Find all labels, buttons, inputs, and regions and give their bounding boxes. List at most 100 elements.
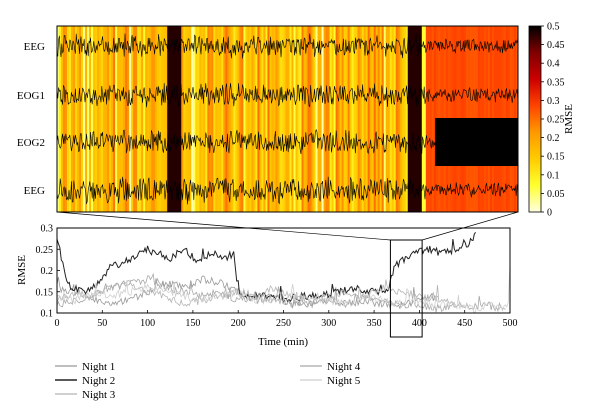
heatmap-cell: [143, 26, 146, 212]
heatmap-cell: [393, 26, 397, 212]
heatmap-cell: [135, 26, 138, 212]
heatmap-cell: [309, 26, 312, 212]
heatmap-cell: [179, 26, 182, 212]
heatmap-cell: [423, 26, 427, 212]
heatmap-cell: [377, 26, 381, 212]
heatmap-cell: [297, 26, 300, 212]
colorbar-ticks: 0 0.05 0.1 0.15 0.2 0.25 0.3 0.35 0.4 0.45 0.5: [541, 22, 565, 219]
heatmap-cell: [207, 26, 210, 212]
heatmap-cell: [61, 26, 64, 212]
heatmap-cell: [329, 26, 332, 212]
heatmap-cell: [169, 26, 172, 212]
colorbar-tick-label: 0: [547, 208, 552, 219]
heatmap-cell: [419, 26, 423, 212]
colorbar-tick-label: 0.45: [547, 40, 565, 51]
colorbar-tick-label: 0.1: [547, 170, 560, 181]
colorbar-tick-label: 0.3: [547, 96, 560, 107]
legend-label: Night 2: [82, 375, 115, 387]
colorbar-label: RMSE: [563, 104, 575, 134]
heatmap-cell: [375, 26, 379, 212]
heatmap-cell: [415, 26, 419, 212]
heatmap-cell: [71, 26, 74, 212]
heatmap-cell: [193, 26, 196, 212]
colorbar-tick-label: 0.2: [547, 133, 560, 144]
heatmap-cell: [269, 26, 272, 212]
heatmap-cell: [301, 26, 304, 212]
heatmap-cell: [247, 26, 250, 212]
colorbar-scale: [528, 25, 542, 213]
heatmap-cell: [245, 26, 248, 212]
heatmap-cell: [261, 26, 264, 212]
heatmap-cell: [363, 26, 367, 212]
heatmap-cell: [241, 26, 244, 212]
heatmap-cell: [303, 26, 306, 212]
heatmap-cell: [277, 26, 280, 212]
heatmap-cell: [157, 26, 160, 212]
heatmap-cell: [359, 26, 363, 212]
heatmap-cell: [421, 26, 425, 212]
heatmap-cell: [259, 26, 262, 212]
signal-traces: [56, 33, 519, 205]
heatmap-cell: [197, 26, 200, 212]
channel-label: EEG: [24, 185, 45, 197]
heatmap-cell: [403, 26, 407, 212]
heatmap-cell: [257, 26, 260, 212]
channel-label: EOG2: [17, 137, 45, 149]
heatmap-cell: [373, 26, 377, 212]
heatmap-cell: [123, 26, 126, 212]
colorbar: 0 0.05 0.1 0.15 0.2 0.25 0.3 0.35 0.4 0.45 0.5 RMS…: [528, 22, 575, 219]
heatmap-cell: [417, 26, 421, 212]
heatmap-cell: [225, 26, 228, 212]
heatmap-cell: [91, 26, 94, 212]
heatmap-cell: [105, 26, 108, 212]
signal-trace: [56, 83, 519, 108]
heatmap-cell: [299, 26, 302, 212]
channel-label: EEG: [24, 41, 45, 53]
heatmap-cell: [167, 26, 170, 212]
legend-label: Night 1: [82, 361, 115, 373]
y-tick-label: 0.2: [41, 266, 54, 277]
heatmap-cell: [137, 26, 140, 212]
y-tick-label: 0.3: [41, 224, 54, 235]
heatmap-cell: [407, 26, 411, 212]
heatmap-cell: [195, 26, 198, 212]
heatmap-cell: [327, 26, 330, 212]
heatmap-cell: [57, 26, 60, 212]
heatmap-cell: [209, 26, 212, 212]
heatmap-cell: [287, 26, 290, 212]
x-tick-label: 50: [97, 318, 107, 329]
x-tick-label: 200: [231, 318, 246, 329]
heatmap-cell: [323, 26, 326, 212]
heatmap-cell: [151, 26, 154, 212]
legend: Night 1 Night 2 Night 3 Night 4 Night 5: [55, 361, 361, 401]
heatmap-cell: [181, 26, 184, 212]
heatmap-cell: [351, 26, 354, 212]
heatmap-cell: [411, 26, 415, 212]
heatmap-cell: [89, 26, 92, 212]
heatmap-cell: [171, 26, 174, 212]
heatmap-cell: [217, 26, 220, 212]
heatmap-cell: [379, 26, 383, 212]
heatmap-cell: [255, 26, 258, 212]
heatmap-cell: [295, 26, 298, 212]
heatmap-cell: [317, 26, 320, 212]
heatmap-cell: [153, 26, 156, 212]
x-axis-label: Time (min): [258, 336, 308, 348]
heatmap-cell: [115, 26, 118, 212]
heatmap-cell: [347, 26, 350, 212]
heatmap-cell: [399, 26, 403, 212]
heatmap-cell: [251, 26, 254, 212]
heatmap-cell: [107, 26, 110, 212]
heatmap-cell: [427, 26, 431, 212]
heatmap-cell: [335, 26, 338, 212]
colorbar-tick-label: 0.05: [547, 189, 565, 200]
x-tick-label: 500: [503, 318, 518, 329]
heatmap-cell: [321, 26, 324, 212]
heatmap-cell: [325, 26, 328, 212]
heatmap-cell: [65, 26, 68, 212]
heatmap-cell: [431, 26, 435, 212]
heatmap-cell: [175, 26, 178, 212]
heatmap-cell: [337, 26, 340, 212]
heatmap-cell: [367, 26, 371, 212]
